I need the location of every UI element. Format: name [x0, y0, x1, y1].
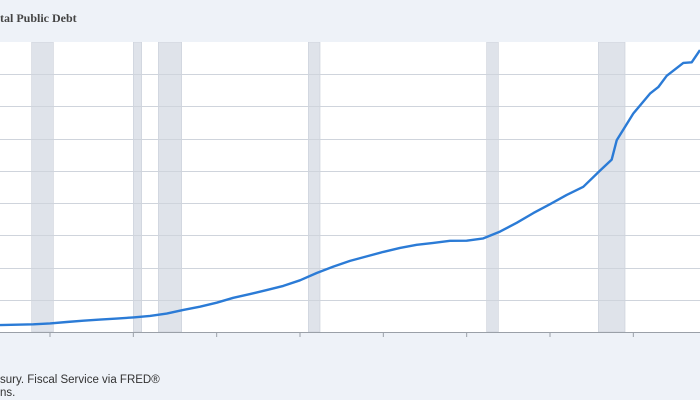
recession-band — [486, 41, 499, 333]
line-chart: 19751980198519901995200020052010 — [0, 41, 700, 355]
chart-area: 19751980198519901995200020052010 — [0, 41, 700, 355]
series-line — [0, 49, 700, 327]
recession-band — [308, 41, 321, 333]
chart-title: tal Public Debt — [0, 11, 77, 25]
recession-band — [158, 41, 182, 333]
recession-band — [31, 41, 54, 333]
recession-band — [598, 41, 626, 333]
recession-band — [133, 41, 142, 333]
source-note-continued: ns. — [0, 387, 16, 399]
source-note: sury. Fiscal Service via FRED® — [0, 374, 160, 386]
plot-background — [0, 42, 700, 332]
